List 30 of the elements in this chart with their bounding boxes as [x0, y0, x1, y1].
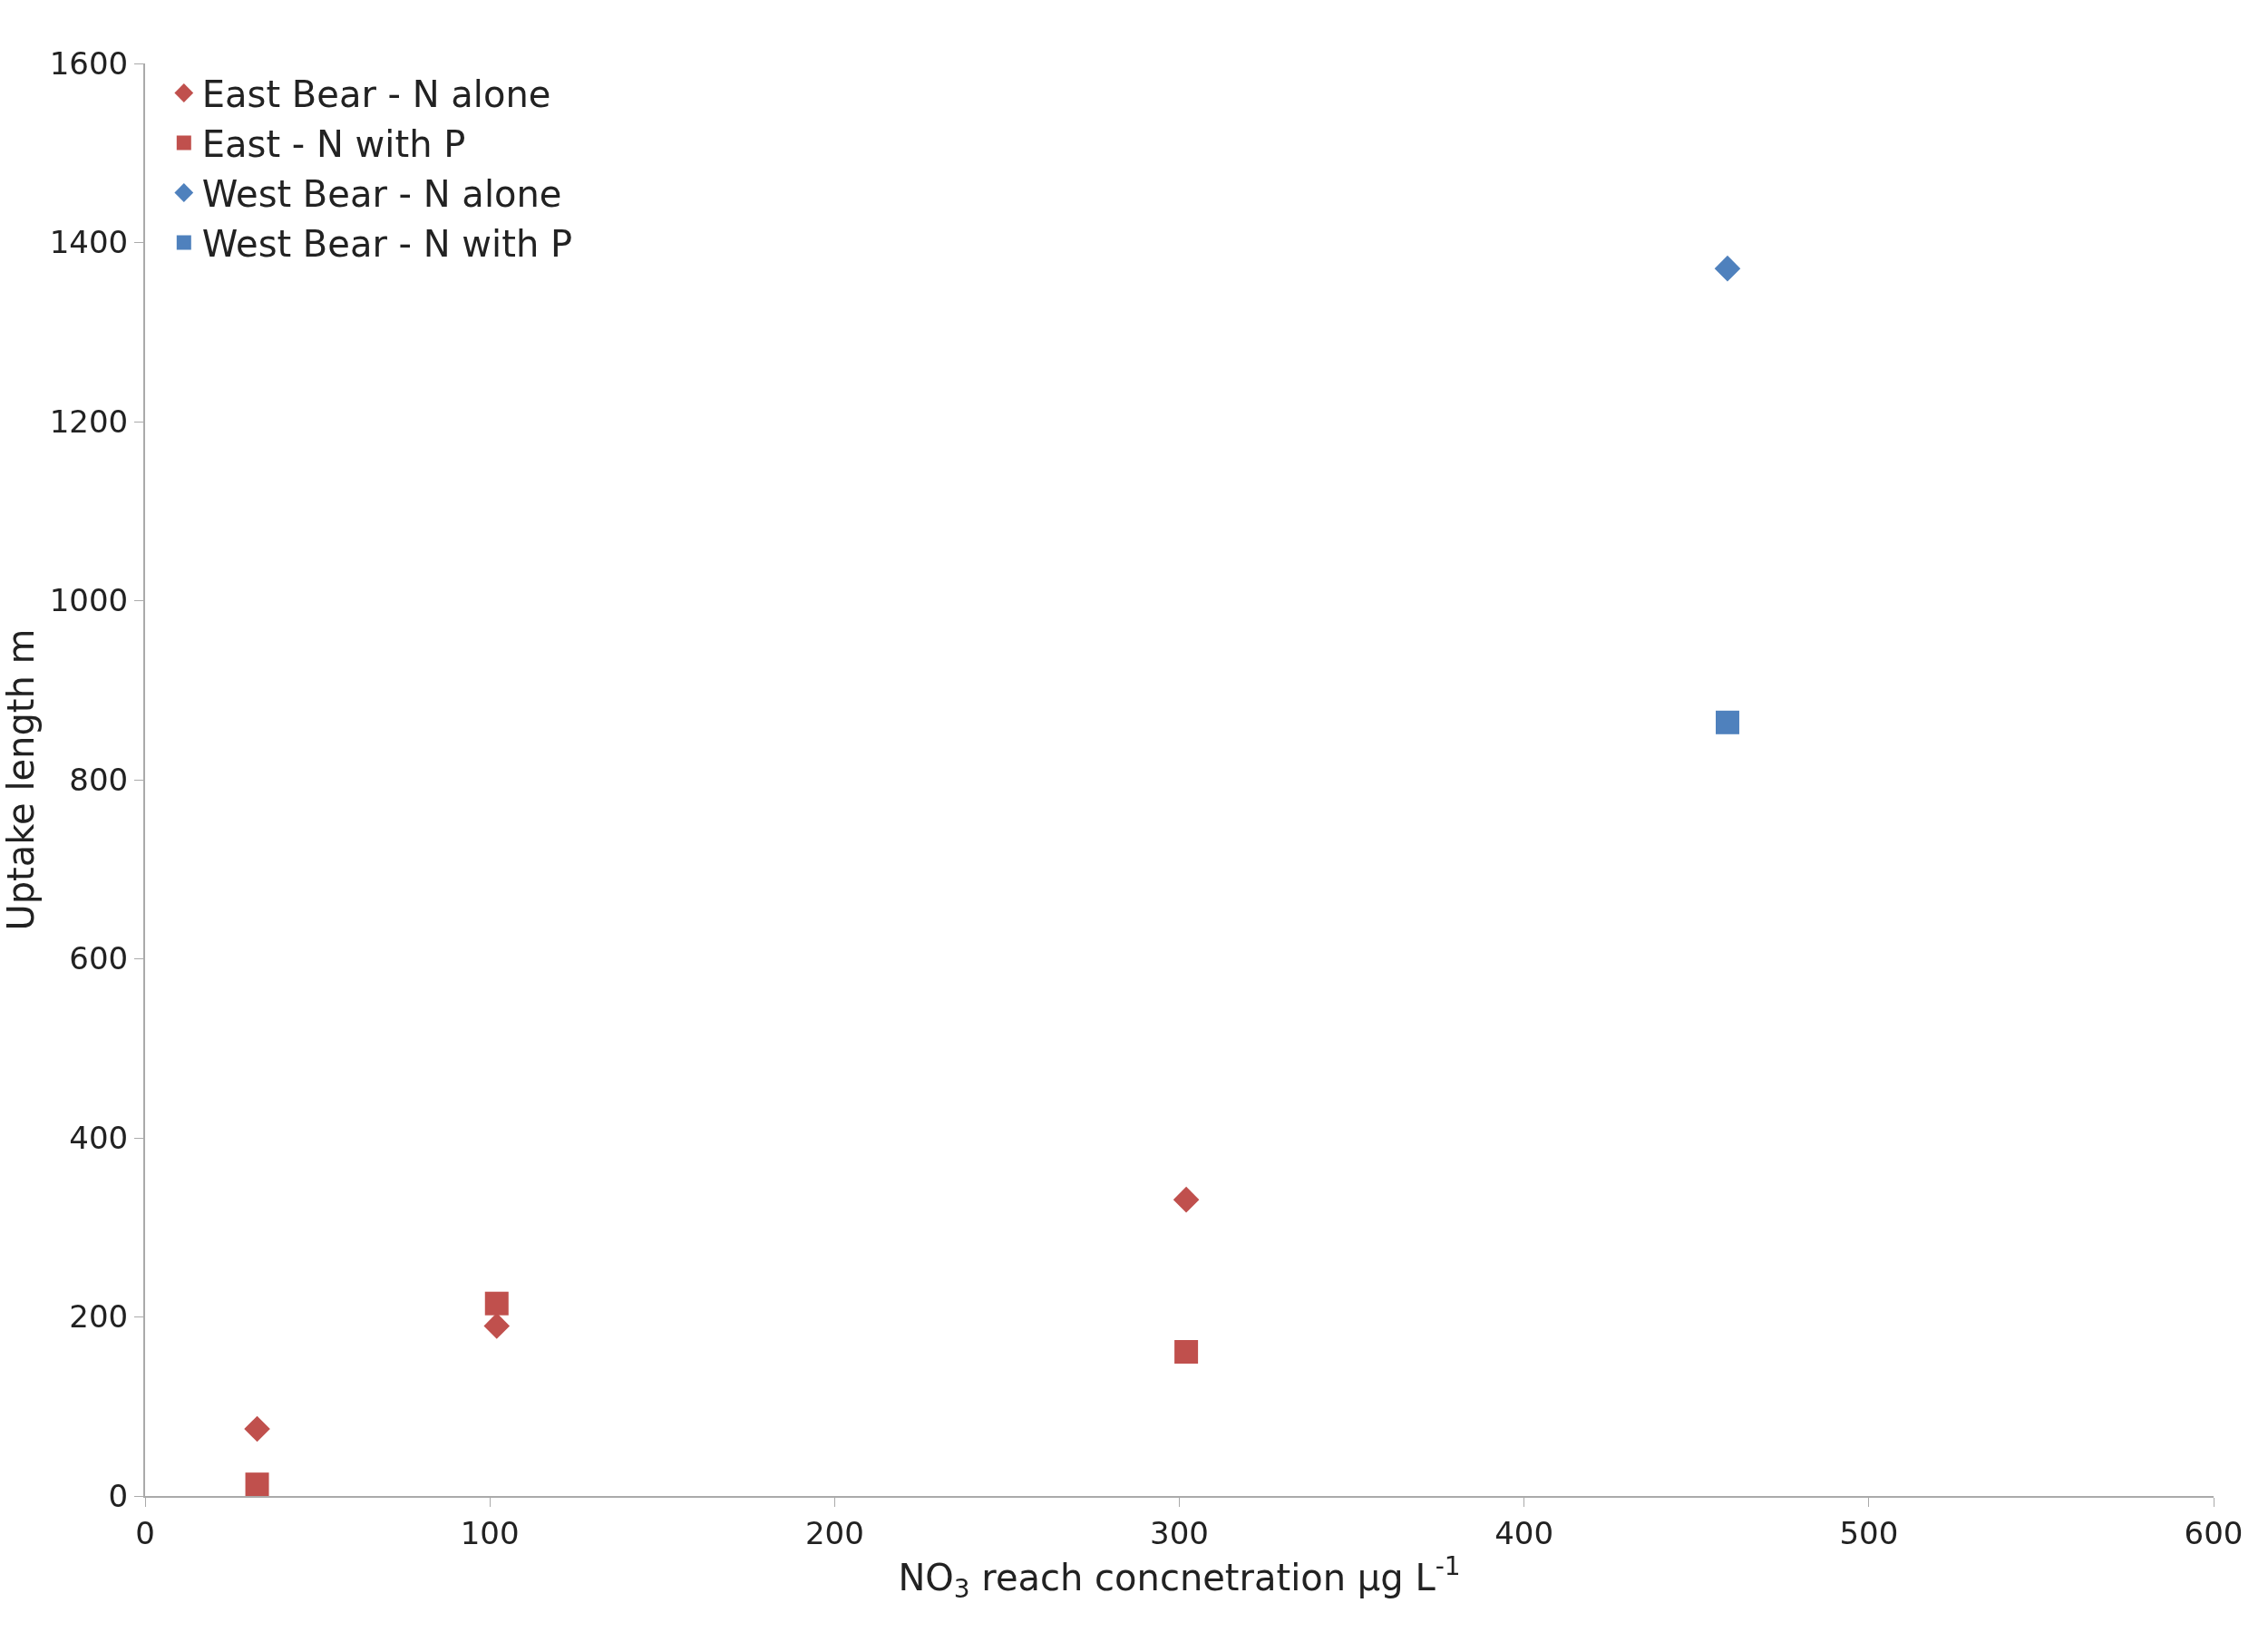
point — [484, 1291, 509, 1316]
point — [1174, 1340, 1199, 1365]
legend-label: East Bear - N alone — [201, 73, 551, 116]
x-tick-label: 100 — [460, 1514, 520, 1551]
x-tick-label: 200 — [804, 1514, 864, 1551]
point — [1173, 1186, 1200, 1213]
y-tick-label: 200 — [69, 1298, 129, 1336]
point — [1714, 255, 1741, 282]
y-axis-title: Uptake length m — [0, 628, 42, 931]
y-tick-label: 1600 — [49, 44, 129, 82]
x-axis-title: NO$_{3}$ reach concnetration µg L$^{-1}$ — [898, 1550, 1461, 1604]
y-tick-label: 600 — [69, 940, 129, 977]
x-tick-label: 300 — [1150, 1514, 1209, 1551]
point — [1715, 710, 1739, 734]
legend-label: East - N with P — [201, 123, 466, 166]
point — [483, 1313, 511, 1339]
y-tick-label: 1200 — [49, 403, 129, 440]
x-tick-label: 500 — [1839, 1514, 1899, 1551]
point — [244, 1415, 270, 1443]
x-tick-label: 400 — [1494, 1514, 1554, 1551]
y-tick-label: 1400 — [49, 224, 129, 261]
x-tick-label: 600 — [2184, 1514, 2244, 1551]
y-tick-label: 0 — [108, 1477, 129, 1514]
point — [245, 1472, 269, 1496]
x-tick-label: 0 — [135, 1514, 155, 1551]
y-tick-label: 400 — [69, 1119, 129, 1156]
legend-label: West Bear - N with P — [201, 223, 573, 266]
y-tick-label: 800 — [69, 761, 129, 798]
y-tick-label: 1000 — [49, 582, 129, 619]
legend-label: West Bear - N alone — [201, 173, 562, 216]
